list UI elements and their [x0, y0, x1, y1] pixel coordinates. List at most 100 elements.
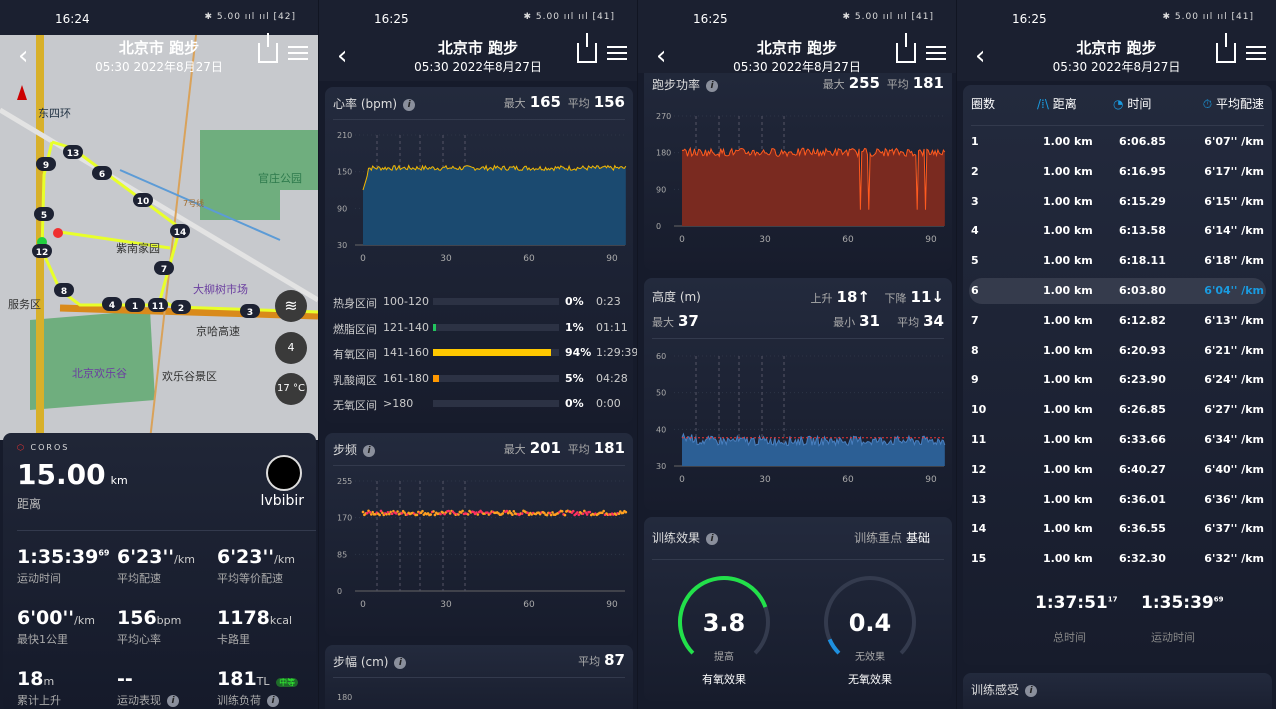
- lap-marker: 8: [54, 283, 74, 297]
- y-tick: 40: [656, 425, 666, 434]
- back-button[interactable]: ‹: [18, 41, 29, 71]
- lap-marker: 1: [125, 298, 145, 312]
- menu-icon[interactable]: [926, 46, 946, 60]
- status-bar: 16:25 ✱ 5.00 ııl ııl [41]: [638, 0, 956, 35]
- lap-row[interactable]: 7 1.00 km 6:12.82 6'13'' /km: [971, 313, 1264, 327]
- share-icon[interactable]: [577, 33, 597, 63]
- metric-6: 18m 累计上升: [17, 668, 61, 707]
- lap-row[interactable]: 15 1.00 km 6:32.30 6'32'' /km: [971, 552, 1264, 566]
- lap-row[interactable]: 14 1.00 km 6:36.55 6'37'' /km: [971, 522, 1264, 536]
- gauge-status: 提高: [714, 650, 734, 663]
- y-tick: 90: [656, 185, 666, 194]
- share-icon[interactable]: [258, 33, 278, 63]
- lap-row[interactable]: 10 1.00 km 6:26.85 6'27'' /km: [971, 403, 1264, 417]
- info-icon[interactable]: i: [1025, 684, 1038, 697]
- cadence-point: [588, 510, 592, 514]
- metric-5: 1178kcal 卡路里: [217, 607, 293, 646]
- map-label: 欢乐谷景区: [162, 370, 217, 383]
- info-icon[interactable]: i: [167, 695, 179, 707]
- lap-row[interactable]: 3 1.00 km 6:15.29 6'15'' /km: [971, 194, 1264, 208]
- x-tick: 0: [679, 235, 685, 245]
- x-tick: 90: [606, 600, 618, 610]
- distance-label: 距离: [17, 497, 42, 511]
- svg-text:9: 9: [43, 161, 49, 171]
- cadence-point: [545, 513, 549, 517]
- cadence-point: [466, 513, 470, 516]
- cadence-point: [551, 511, 554, 514]
- coros-logo: ⬡ COROS: [17, 443, 70, 452]
- lap-marker: 10: [133, 193, 153, 207]
- cadence-point: [486, 511, 489, 514]
- menu-icon[interactable]: [1246, 46, 1266, 60]
- cadence-point: [571, 509, 575, 513]
- info-icon[interactable]: i: [403, 98, 416, 111]
- cadence-point: [448, 512, 452, 515]
- cadence-point: [370, 513, 373, 516]
- gauge-value: 3.8: [703, 609, 746, 637]
- map-label: 大柳树市场: [193, 283, 248, 296]
- svg-text:13: 13: [67, 149, 80, 159]
- compass-button[interactable]: 4: [275, 332, 307, 364]
- page-subtitle: 05:30 2022年8月27日: [95, 60, 223, 74]
- y-tick: 60: [656, 352, 666, 361]
- cadence-point: [577, 513, 581, 517]
- back-button[interactable]: ‹: [656, 41, 667, 71]
- y-tick: 30: [656, 462, 666, 471]
- cadence-point: [447, 509, 451, 513]
- lap-row[interactable]: 8 1.00 km 6:20.93 6'21'' /km: [971, 343, 1264, 357]
- y-tick: 30: [337, 241, 347, 250]
- lap-row[interactable]: 9 1.00 km 6:23.90 6'24'' /km: [971, 373, 1264, 387]
- cadence-point: [361, 510, 365, 514]
- lap-row[interactable]: 12 1.00 km 6:40.27 6'40'' /km: [971, 462, 1264, 476]
- metric-7[interactable]: -- 运动表现 i: [117, 668, 217, 708]
- lap-row[interactable]: 13 1.00 km 6:36.01 6'36'' /km: [971, 492, 1264, 506]
- x-tick: 60: [842, 235, 854, 245]
- metric-2: 6'23''/km 平均等价配速: [217, 546, 295, 585]
- cadence-point: [560, 510, 564, 513]
- cadence-point: [581, 512, 585, 516]
- lap-row[interactable]: 4 1.00 km 6:13.58 6'14'' /km: [971, 224, 1264, 238]
- menu-icon[interactable]: [607, 46, 627, 60]
- info-icon[interactable]: i: [267, 695, 279, 707]
- cadence-point: [501, 512, 505, 515]
- lap-row[interactable]: 11 1.00 km 6:33.66 6'34'' /km: [971, 433, 1264, 446]
- metric-8[interactable]: 181TL 中等 训练负荷 i: [217, 668, 317, 708]
- series-area: [363, 165, 626, 245]
- series-line: [681, 146, 946, 210]
- map-label: 紫南家园: [116, 242, 160, 255]
- metric-3: 6'00''/km 最快1公里: [17, 607, 95, 646]
- status-bar: 16:25 ✱ 5.00 ııl ııl [41]: [957, 0, 1276, 35]
- lap-row[interactable]: 5 1.00 km 6:18.11 6'18'' /km: [971, 254, 1264, 268]
- x-tick: 90: [925, 235, 937, 245]
- info-icon[interactable]: i: [706, 532, 719, 545]
- training-feel-card[interactable]: 训练感受 i: [963, 673, 1272, 709]
- svg-text:3: 3: [247, 308, 253, 318]
- info-icon[interactable]: i: [363, 444, 376, 457]
- map-label: 7号线: [183, 199, 205, 208]
- lap-row[interactable]: 1 1.00 km 6:06.85 6'07'' /km: [971, 135, 1264, 148]
- series-line: [362, 164, 627, 191]
- x-tick: 90: [606, 254, 618, 264]
- share-icon[interactable]: [1216, 33, 1236, 63]
- info-icon[interactable]: i: [394, 656, 407, 669]
- hr-zone-row: 燃脂区间 121-140 1% 01:11: [333, 320, 628, 336]
- cadence-point: [601, 511, 604, 515]
- lap-row[interactable]: 2 1.00 km 6:16.95 6'17'' /km: [971, 164, 1264, 178]
- menu-icon[interactable]: [288, 46, 308, 60]
- avatar[interactable]: [266, 455, 302, 491]
- back-button[interactable]: ‹: [337, 41, 348, 71]
- x-tick: 90: [925, 475, 937, 485]
- lap-marker: 13: [63, 145, 83, 159]
- cadence-point: [527, 513, 531, 517]
- lap-marker: 6: [92, 166, 112, 180]
- cadence-point: [576, 511, 579, 514]
- info-icon[interactable]: i: [706, 79, 719, 92]
- map-layers-button[interactable]: ≋: [275, 290, 307, 322]
- share-icon[interactable]: [896, 33, 916, 63]
- cadence-point: [400, 511, 404, 515]
- lap-row[interactable]: 6 1.00 km 6:03.80 6'04'' /km: [969, 278, 1266, 304]
- x-tick: 60: [842, 475, 854, 485]
- back-button[interactable]: ‹: [975, 41, 986, 71]
